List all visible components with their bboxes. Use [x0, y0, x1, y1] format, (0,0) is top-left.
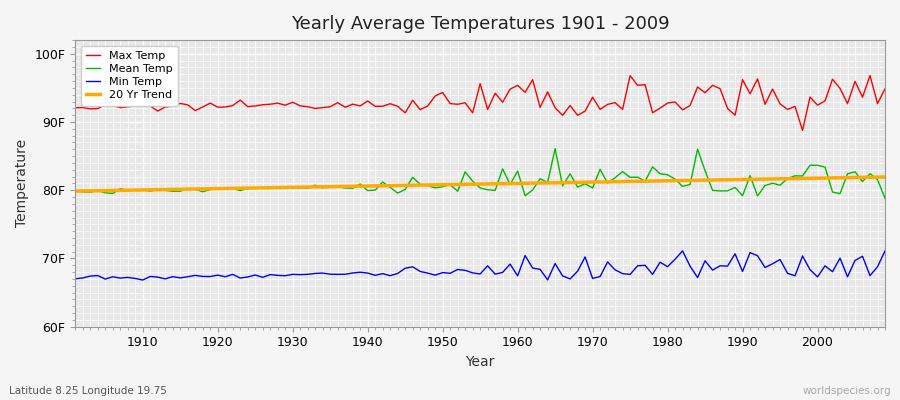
Line: Min Temp: Min Temp — [76, 251, 885, 280]
Line: Max Temp: Max Temp — [76, 76, 885, 130]
Mean Temp — [505, 182, 516, 187]
Max Temp — [602, 102, 613, 107]
Y-axis label: Temperature: Temperature — [15, 139, 29, 228]
Min Temp — [512, 274, 523, 278]
Legend: Max Temp, Mean Temp, Min Temp, 20 Yr Trend: Max Temp, Mean Temp, Min Temp, 20 Yr Tre… — [81, 46, 178, 106]
Min Temp — [302, 272, 313, 277]
Max Temp — [340, 105, 351, 110]
Mean Temp — [340, 186, 351, 190]
Min Temp — [879, 248, 890, 253]
Mean Temp — [70, 189, 81, 194]
Max Temp — [70, 105, 81, 110]
Line: Mean Temp: Mean Temp — [76, 149, 885, 198]
Min Temp — [138, 278, 148, 282]
Title: Yearly Average Temperatures 1901 - 2009: Yearly Average Temperatures 1901 - 2009 — [291, 15, 670, 33]
Min Temp — [677, 248, 688, 253]
Max Temp — [865, 73, 876, 78]
20 Yr Trend — [130, 188, 140, 192]
20 Yr Trend — [340, 184, 351, 189]
Text: Latitude 8.25 Longitude 19.75: Latitude 8.25 Longitude 19.75 — [9, 386, 166, 396]
20 Yr Trend — [512, 181, 523, 186]
Min Temp — [70, 276, 81, 281]
Mean Temp — [550, 146, 561, 151]
Max Temp — [505, 87, 516, 92]
Text: worldspecies.org: worldspecies.org — [803, 386, 891, 396]
20 Yr Trend — [879, 174, 890, 179]
Mean Temp — [512, 168, 523, 173]
Max Temp — [797, 128, 808, 133]
Max Temp — [130, 104, 140, 108]
Mean Temp — [130, 187, 140, 192]
20 Yr Trend — [70, 189, 81, 194]
Mean Temp — [879, 196, 890, 201]
Min Temp — [519, 253, 530, 258]
Max Temp — [879, 86, 890, 91]
Max Temp — [512, 83, 523, 88]
X-axis label: Year: Year — [465, 355, 495, 369]
Mean Temp — [295, 185, 306, 190]
Mean Temp — [609, 175, 620, 180]
Min Temp — [347, 270, 358, 275]
Line: 20 Yr Trend: 20 Yr Trend — [76, 177, 885, 191]
20 Yr Trend — [602, 180, 613, 184]
Max Temp — [295, 104, 306, 108]
20 Yr Trend — [295, 185, 306, 190]
Min Temp — [130, 276, 140, 281]
Min Temp — [609, 268, 620, 272]
20 Yr Trend — [505, 181, 516, 186]
